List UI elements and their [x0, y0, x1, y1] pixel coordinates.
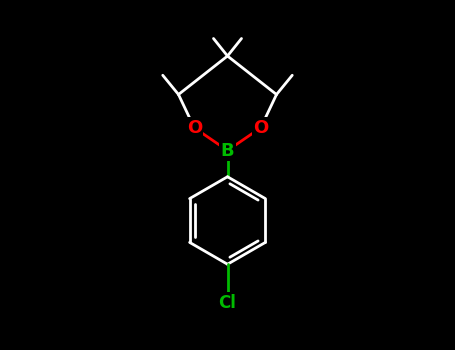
Text: O: O [187, 119, 202, 137]
Text: O: O [253, 119, 268, 137]
Text: B: B [221, 141, 234, 160]
Text: Cl: Cl [218, 294, 237, 312]
